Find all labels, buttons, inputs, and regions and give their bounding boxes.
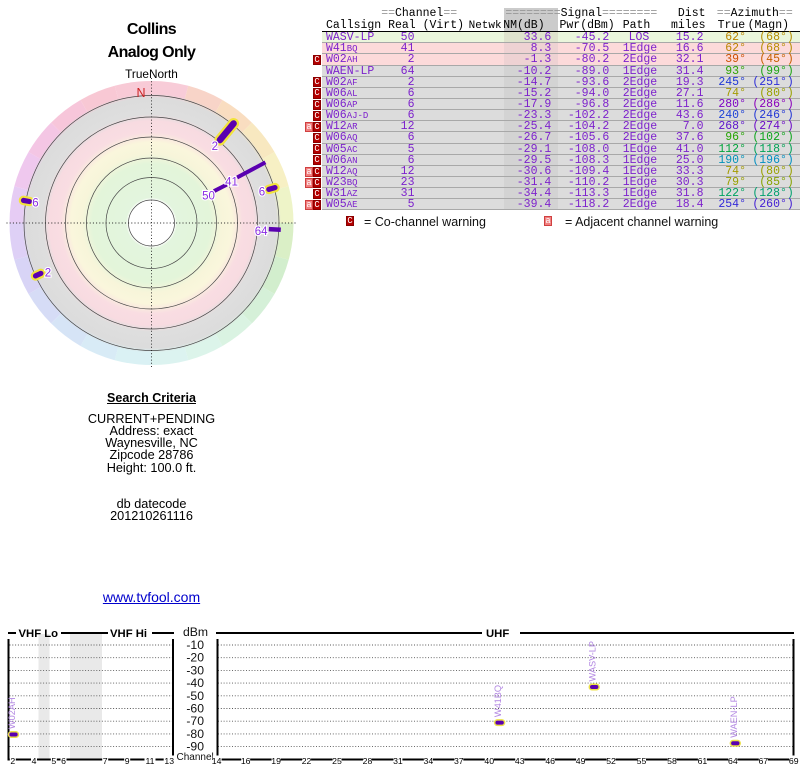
svg-text:-50: -50 bbox=[186, 689, 204, 703]
svg-text:49: 49 bbox=[576, 756, 586, 766]
svg-text:16: 16 bbox=[241, 756, 251, 766]
svg-text:22: 22 bbox=[302, 756, 312, 766]
svg-text:-10: -10 bbox=[186, 638, 204, 652]
svg-text:43: 43 bbox=[515, 756, 525, 766]
svg-text:58: 58 bbox=[667, 756, 677, 766]
svg-text:31: 31 bbox=[393, 756, 403, 766]
svg-text:-70: -70 bbox=[186, 714, 204, 728]
svg-text:69: 69 bbox=[789, 756, 799, 766]
svg-text:7: 7 bbox=[103, 756, 108, 766]
svg-text:25: 25 bbox=[332, 756, 342, 766]
svg-text:VHF Lo: VHF Lo bbox=[19, 628, 59, 640]
svg-text:61: 61 bbox=[698, 756, 708, 766]
svg-text:19: 19 bbox=[271, 756, 281, 766]
svg-text:40: 40 bbox=[484, 756, 494, 766]
svg-text:52: 52 bbox=[606, 756, 616, 766]
svg-text:4: 4 bbox=[32, 756, 37, 766]
svg-text:11: 11 bbox=[145, 756, 154, 766]
svg-text:9: 9 bbox=[125, 756, 130, 766]
svg-text:64: 64 bbox=[728, 756, 738, 766]
svg-text:-80: -80 bbox=[186, 727, 204, 741]
svg-text:-90: -90 bbox=[186, 740, 204, 754]
svg-text:-60: -60 bbox=[186, 702, 204, 716]
svg-text:55: 55 bbox=[637, 756, 647, 766]
svg-text:W41BQ: W41BQ bbox=[493, 685, 503, 717]
svg-text:67: 67 bbox=[758, 756, 768, 766]
svg-text:28: 28 bbox=[363, 756, 373, 766]
svg-text:-40: -40 bbox=[186, 676, 204, 690]
svg-text:-30: -30 bbox=[186, 663, 204, 677]
svg-text:Channel: Channel bbox=[177, 752, 214, 763]
svg-text:6: 6 bbox=[61, 756, 66, 766]
svg-text:2: 2 bbox=[10, 756, 15, 766]
svg-text:14: 14 bbox=[212, 756, 222, 766]
svg-text:13: 13 bbox=[164, 756, 174, 766]
svg-text:-20: -20 bbox=[186, 651, 204, 665]
svg-text:46: 46 bbox=[545, 756, 555, 766]
svg-text:dBm: dBm bbox=[183, 625, 208, 639]
svg-text:WASV-LP: WASV-LP bbox=[588, 641, 598, 682]
svg-text:6: 6 bbox=[32, 198, 38, 210]
svg-text:2: 2 bbox=[212, 141, 218, 153]
svg-text:5: 5 bbox=[51, 756, 56, 766]
svg-text:WAEN-LP: WAEN-LP bbox=[729, 696, 739, 738]
svg-text:50: 50 bbox=[202, 191, 215, 203]
svg-text:6: 6 bbox=[259, 187, 265, 199]
svg-text:41: 41 bbox=[225, 177, 238, 189]
svg-text:2: 2 bbox=[45, 268, 51, 280]
svg-text:VHF Hi: VHF Hi bbox=[110, 628, 147, 640]
svg-text:UHF: UHF bbox=[486, 628, 509, 640]
svg-text:64: 64 bbox=[255, 226, 268, 238]
svg-text:34: 34 bbox=[424, 756, 434, 766]
svg-text:W02AH: W02AH bbox=[7, 697, 17, 729]
svg-text:37: 37 bbox=[454, 756, 464, 766]
